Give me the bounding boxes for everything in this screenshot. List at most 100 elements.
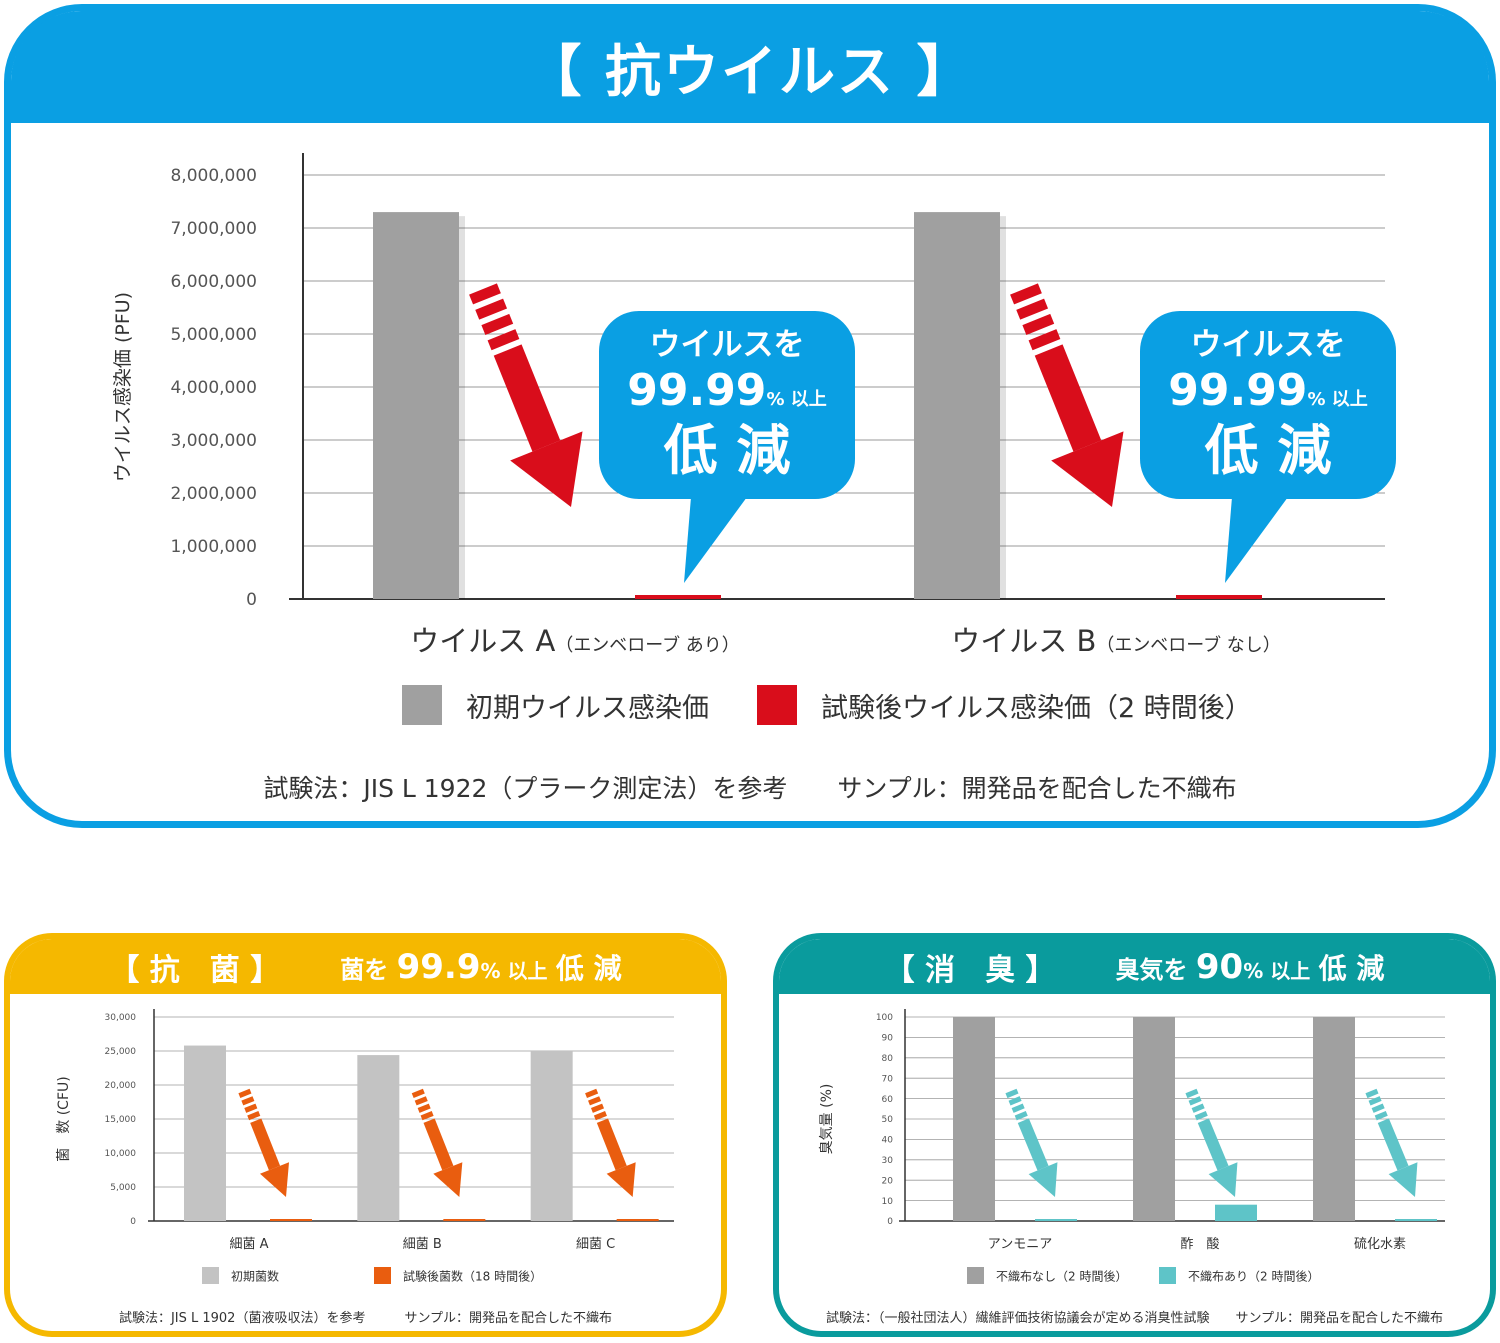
virus-ytick-label: 0 bbox=[246, 590, 257, 610]
virus-ytick-label: 5,000,000 bbox=[170, 325, 257, 345]
bacteria-ytick-label: 10,000 bbox=[105, 1149, 137, 1159]
deodorization-chart: 0 10 20 30 40 50 60 70 80 90 100 臭気量 (%) アンモニア 酢 酸 硫化水… bbox=[819, 1009, 1445, 1284]
virus-category-main: ウイルス A bbox=[410, 624, 555, 658]
odor-legend-swatch bbox=[1159, 1267, 1176, 1284]
odor-ytick-label: 20 bbox=[882, 1176, 894, 1186]
antibacterial-panel-header: 【 抗 菌 】 菌を 99.9% 以上 低 減 bbox=[10, 939, 721, 994]
bacteria-bar-before bbox=[530, 1051, 573, 1221]
virus-callout-unit: % 以上 bbox=[1307, 389, 1367, 410]
odor-reduction-arrow bbox=[1185, 1088, 1238, 1197]
bacteria-category-label: 細菌 A bbox=[229, 1237, 268, 1252]
antibacterial-title: 【 抗 菌 】 bbox=[109, 952, 281, 988]
odor-ytick-label: 80 bbox=[882, 1054, 894, 1064]
odor-bar-after bbox=[1215, 1204, 1257, 1221]
odor-bar-after bbox=[1395, 1219, 1437, 1221]
virus-callout-body bbox=[1140, 311, 1396, 499]
antibacterial-subtitle: 菌を 99.9% 以上 低 減 bbox=[340, 947, 621, 987]
odor-ytick-label: 30 bbox=[882, 1156, 894, 1166]
bacteria-category-label: 細菌 C bbox=[576, 1237, 615, 1252]
odor-ytick-label: 100 bbox=[876, 1013, 893, 1023]
virus-bar-before bbox=[914, 212, 1000, 599]
antibacterial-panel: 【 抗 菌 】 菌を 99.9% 以上 低 減 0 5,000 10,000 15,0… bbox=[4, 933, 727, 1337]
virus-bar-after bbox=[1176, 595, 1262, 599]
virus-ytick-label: 8,000,000 bbox=[170, 166, 257, 186]
antibacterial-footnote: 試験法：JIS L 1902（菌液吸収法）を参考 サンプル：開発品を配合した不織… bbox=[118, 1311, 613, 1326]
virus-callout-tail bbox=[684, 497, 747, 583]
bacteria-legend-label: 試験後菌数（18 時間後） bbox=[403, 1269, 542, 1284]
odor-ytick-label: 10 bbox=[882, 1197, 894, 1207]
bacteria-ytick-label: 25,000 bbox=[105, 1047, 137, 1057]
virus-y-axis-label: ウイルス感染価 (PFU) bbox=[112, 292, 134, 482]
bacteria-bar-after bbox=[616, 1219, 659, 1221]
bacteria-ytick-label: 0 bbox=[130, 1217, 136, 1227]
bacteria-bar-after bbox=[443, 1219, 486, 1221]
virus-legend-label: 試験後ウイルス感染価（2 時間後） bbox=[821, 693, 1252, 724]
virus-reduction-arrow bbox=[469, 283, 583, 507]
virus-reduction-arrow bbox=[1010, 283, 1124, 507]
odor-ytick-label: 0 bbox=[887, 1217, 893, 1227]
antivirus-chart: 0 1,000,000 2,000,000 3,000,000 4,000,000 5,0… bbox=[112, 153, 1396, 725]
virus-category-sub: （エンベローブ なし） bbox=[1096, 634, 1280, 656]
virus-ytick-label: 4,000,000 bbox=[170, 378, 257, 398]
virus-bar-before bbox=[373, 212, 459, 599]
virus-category-sub: （エンベローブ あり） bbox=[555, 634, 739, 656]
deodorization-subtitle-unit: % 以上 bbox=[1243, 958, 1311, 983]
virus-callout-line2: 99.99% 以上 bbox=[1168, 365, 1368, 416]
antibacterial-chart: 0 5,000 10,000 15,000 20,000 25,000 30,000 菌 数 … bbox=[56, 1009, 674, 1284]
virus-callout-percent: 99.99 bbox=[627, 365, 766, 416]
virus-legend-swatch bbox=[757, 685, 797, 725]
virus-callout-body bbox=[599, 311, 855, 499]
odor-category-label: 硫化水素 bbox=[1354, 1237, 1406, 1252]
odor-bar-before bbox=[1133, 1017, 1175, 1221]
bacteria-category-label: 細菌 B bbox=[403, 1237, 442, 1252]
antivirus-panel-header: 【 抗ウイルス 】 bbox=[11, 11, 1489, 123]
bacteria-ytick-label: 30,000 bbox=[105, 1013, 137, 1023]
antibacterial-subtitle-number: 99.9 bbox=[396, 946, 481, 987]
odor-legend-label: 不織布なし（2 時間後） bbox=[996, 1270, 1127, 1284]
odor-bar-before bbox=[1313, 1017, 1355, 1221]
odor-legend-label: 不織布あり（2 時間後） bbox=[1188, 1270, 1319, 1284]
virus-bar-after bbox=[635, 595, 721, 599]
deodorization-subtitle-number: 90 bbox=[1195, 946, 1244, 987]
odor-bar-after bbox=[1035, 1219, 1077, 1221]
virus-category-label: ウイルス A（エンベローブ あり） bbox=[410, 624, 739, 658]
bacteria-bar-before bbox=[184, 1045, 226, 1221]
virus-callout-line2: 99.99% 以上 bbox=[627, 365, 827, 416]
bacteria-reduction-arrow bbox=[585, 1088, 636, 1197]
virus-legend-swatch bbox=[402, 685, 442, 725]
deodorization-title: 【 消 臭 】 bbox=[884, 952, 1056, 988]
antivirus-title: 【 抗ウイルス 】 bbox=[525, 39, 975, 105]
odor-ytick-label: 40 bbox=[882, 1136, 894, 1146]
bacteria-ytick-label: 15,000 bbox=[105, 1115, 137, 1125]
bacteria-bar-before bbox=[357, 1055, 400, 1221]
virus-category-main: ウイルス B bbox=[951, 624, 1096, 658]
virus-ytick-label: 1,000,000 bbox=[170, 537, 257, 557]
odor-reduction-arrow bbox=[1365, 1088, 1418, 1197]
virus-callout-line1: ウイルスを bbox=[1191, 327, 1346, 363]
odor-y-axis-label: 臭気量 (%) bbox=[819, 1084, 835, 1155]
bacteria-legend-swatch bbox=[202, 1267, 219, 1284]
virus-callout-line3: 低 減 bbox=[664, 419, 791, 482]
odor-bar-before bbox=[953, 1017, 995, 1221]
bacteria-ytick-label: 5,000 bbox=[110, 1183, 136, 1193]
bacteria-y-axis-label: 菌 数 (CFU) bbox=[56, 1076, 72, 1161]
virus-legend-label: 初期ウイルス感染価 bbox=[466, 693, 709, 724]
virus-callout-tail bbox=[1225, 497, 1288, 583]
bacteria-reduction-arrow bbox=[238, 1088, 290, 1197]
odor-category-label: 酢 酸 bbox=[1180, 1237, 1219, 1252]
virus-ytick-label: 2,000,000 bbox=[170, 484, 257, 504]
odor-ytick-label: 90 bbox=[882, 1034, 894, 1044]
antibacterial-subtitle-unit: % 以上 bbox=[480, 958, 548, 983]
deodorization-panel: 【 消 臭 】 臭気を 90% 以上 低 減 0 10 20 30 40 50 60 70 80… bbox=[773, 933, 1496, 1337]
virus-ytick-label: 6,000,000 bbox=[170, 272, 257, 292]
virus-ytick-label: 7,000,000 bbox=[170, 219, 257, 239]
deodorization-subtitle: 臭気を 90% 以上 低 減 bbox=[1116, 947, 1385, 987]
odor-ytick-label: 70 bbox=[882, 1074, 894, 1084]
bacteria-bar-after bbox=[270, 1219, 312, 1221]
virus-callout-unit: % 以上 bbox=[766, 389, 826, 410]
odor-category-label: アンモニア bbox=[988, 1237, 1052, 1252]
virus-category-label: ウイルス B（エンベローブ なし） bbox=[951, 624, 1280, 658]
odor-ytick-label: 50 bbox=[882, 1115, 894, 1125]
